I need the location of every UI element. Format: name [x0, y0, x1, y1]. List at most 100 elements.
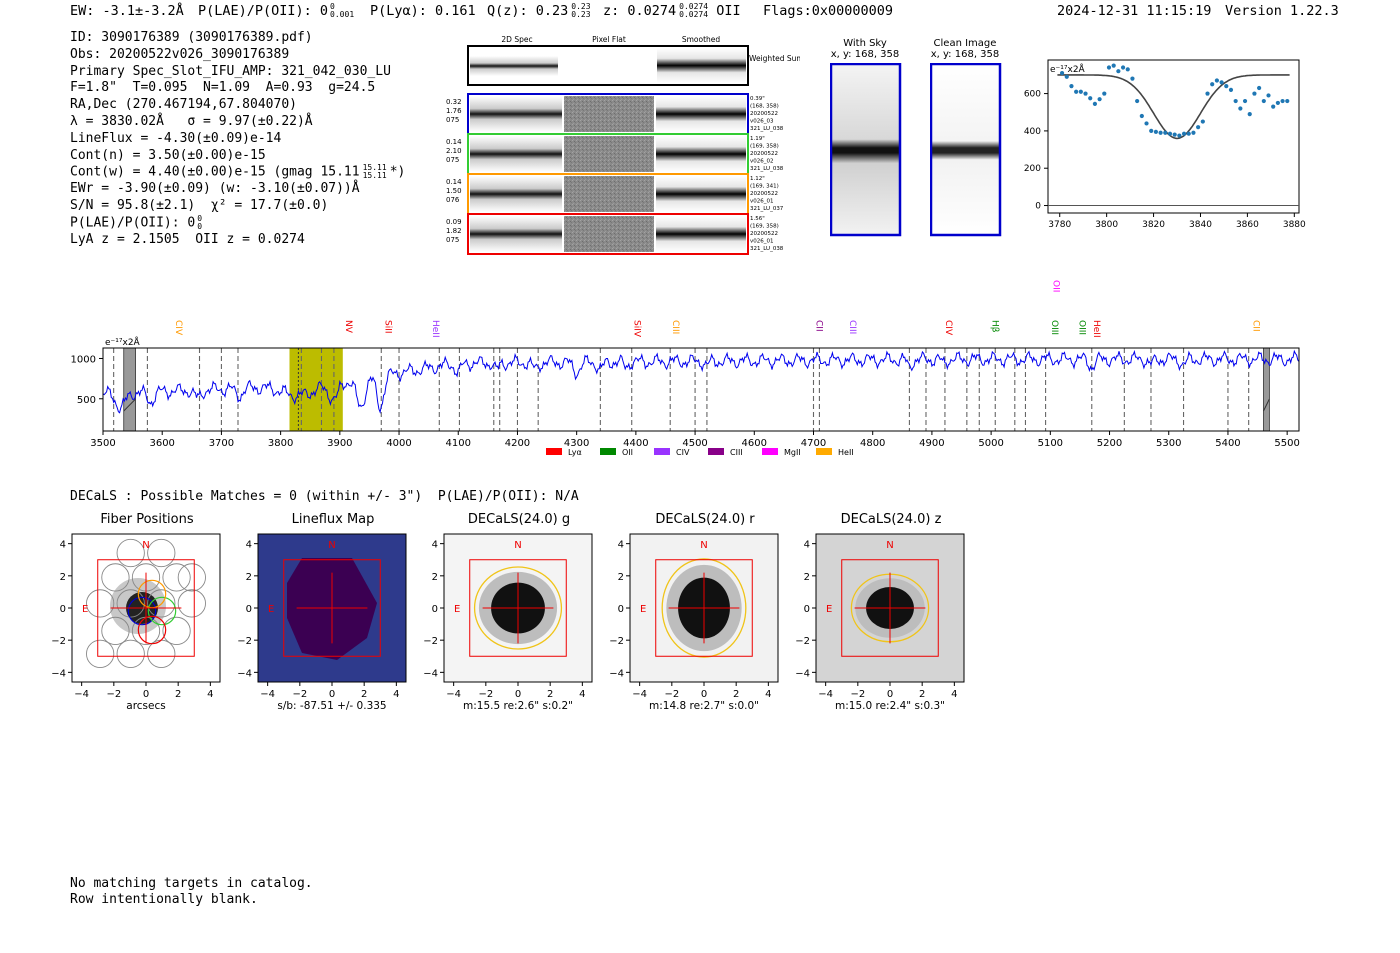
zoom-point-40	[1247, 112, 1252, 117]
header-plae: P(LAE)/P(OII): 0 0 0.001	[198, 3, 354, 20]
zoom-point-35	[1224, 84, 1229, 89]
cutout-meta-r1-0: 0.39"	[750, 96, 765, 102]
spectrum-xtick-label-0: 3500	[90, 438, 115, 449]
panel-xtick-label-2-4: 4	[579, 689, 585, 700]
spectrum-ytick-label-0: 500	[77, 395, 96, 406]
header-z-sup: 0.0274	[679, 2, 709, 11]
zoom-point-28	[1191, 130, 1196, 135]
spectrum-xtick-label-15: 5000	[978, 438, 1003, 449]
panel-north-4: N	[886, 540, 893, 551]
legend-label-2: CIV	[676, 448, 690, 457]
panel-xtick-label-2-0: −4	[446, 689, 461, 700]
header-plya: P(Lyα): 0.161	[370, 3, 476, 19]
cutout-weight-w1-0: 0.32	[446, 98, 462, 106]
spectrum-marker-10: OIII	[1049, 320, 1059, 335]
fiber-15	[177, 563, 206, 592]
panel-ytick-label-3-4: 4	[618, 540, 624, 551]
panel-ytick-label-2-2: 0	[432, 604, 438, 615]
info-plae-sub: 0	[197, 221, 203, 231]
spectrum-marker-2: SiII	[382, 320, 392, 334]
panel-east-3: E	[640, 604, 646, 615]
panel-ytick-label-4-4: 4	[804, 540, 810, 551]
legend-swatch-0	[546, 448, 562, 455]
panel-ytick-label-1-2: 0	[246, 604, 252, 615]
panel-caption-0: arcsecs	[126, 700, 165, 712]
spectrum-xtick-label-9: 4400	[623, 438, 648, 449]
cutout-panel-title-3: DECaLS(24.0) r	[655, 512, 755, 527]
fiber-10	[86, 639, 115, 668]
legend-swatch-1	[600, 448, 616, 455]
legend-swatch-4	[762, 448, 778, 455]
info-params: F=1.8" T=0.095 N=1.09 A=0.93 g=24.5	[70, 80, 376, 96]
panel-xtick-label-0-4: 4	[207, 689, 213, 700]
legend-label-4: MgII	[784, 448, 801, 457]
cutout-panel-plot-1: N E −4 −4 −2 −2 0 0 2 2 4 4 s/b: -87.51 +/- 0.335	[237, 533, 407, 712]
zoom-point-14	[1125, 67, 1130, 72]
zoom-xtick-label-4: 3860	[1236, 220, 1259, 230]
cutout-smooth-2	[656, 176, 746, 212]
cutout-flat-2	[564, 176, 654, 212]
panel-ytick-label-1-1: −2	[237, 636, 252, 647]
panel-ytick-label-1-4: 4	[246, 540, 252, 551]
clean-image-title: Clean Image x, y: 168, 358	[900, 38, 1030, 60]
panel-ytick-label-1-3: 2	[246, 572, 252, 583]
spectrum-marker-11: OII	[1050, 280, 1060, 292]
header-z-line: OII	[716, 3, 741, 19]
fiber-5	[147, 589, 176, 618]
zoom-xtick-label-5: 3880	[1283, 220, 1306, 230]
zoom-point-29	[1196, 125, 1201, 130]
panel-ytick-label-4-1: −2	[795, 636, 810, 647]
cutout-meta-r3-0: 20200522	[750, 111, 778, 117]
zoom-point-12	[1116, 69, 1121, 74]
panel-ytick-label-3-2: 0	[618, 604, 624, 615]
footer-line2: Row intentionally blank.	[70, 891, 258, 907]
spectrum-xtick-label-5: 4000	[386, 438, 411, 449]
header-datetime: 2024-12-31 11:15:19	[1057, 3, 1212, 19]
info-contw-sup: 15.11	[362, 163, 387, 173]
zoom-point-36	[1228, 87, 1234, 92]
cutout-panel-title-4: DECaLS(24.0) z	[840, 512, 942, 527]
zoom-point-6	[1088, 96, 1093, 101]
info-lambda: λ = 3830.02Å σ = 9.97(±0.22)Å	[70, 113, 313, 129]
cutout-meta-r2-3: (169, 358)	[750, 224, 779, 230]
cutout-meta-r1-3: 1.56"	[750, 216, 765, 222]
zoom-xtick-label-2: 3820	[1142, 220, 1165, 230]
zoom-xtick-label-1: 3800	[1095, 220, 1118, 230]
fiber-6	[177, 589, 206, 618]
cutout-panel-title-1: Lineflux Map	[291, 512, 375, 527]
cutout-weight-w2-0: 1.76	[446, 107, 462, 115]
header-qz-sup: 0.23	[571, 2, 591, 11]
zoom-point-42	[1257, 85, 1262, 91]
cutout-flat-1	[564, 136, 654, 172]
panel-east-0: E	[82, 604, 88, 615]
cutout-meta-r1-2: 1.12"	[750, 176, 765, 182]
panel-caption-2: m:15.5 re:2.6" s:0.2"	[463, 700, 573, 712]
cutout-smooth-3	[656, 216, 746, 252]
spectrum-xtick-label-16: 5100	[1038, 438, 1063, 449]
cutout-weight-w1-3: 0.09	[446, 218, 462, 226]
zoom-point-13	[1120, 65, 1126, 70]
zoom-fit-curve	[1057, 74, 1290, 140]
col-smoothed: Smoothed	[682, 35, 721, 44]
zoom-ytick-label-1: 200	[1024, 164, 1041, 174]
zoom-point-2	[1069, 84, 1074, 89]
panel-xtick-label-4-1: −2	[850, 689, 865, 700]
spectrum-marker-9: Hβ	[989, 320, 999, 333]
cutout-weight-w2-2: 1.50	[446, 187, 462, 195]
cutout-frame-3	[467, 213, 749, 255]
info-plae-sup: 0	[197, 213, 203, 223]
info-primary: Primary Spec_Slot_IFU_AMP: 321_042_030_L…	[70, 63, 391, 79]
panel-xtick-label-3-0: −4	[632, 689, 647, 700]
info-radec: RA,Dec (270.467194,67.804070)	[70, 97, 297, 113]
fiber-blue	[127, 596, 157, 626]
cutout-meta-r5-0: 321_LU_038	[750, 126, 784, 132]
zoom-point-15	[1130, 76, 1135, 81]
legend-label-1: OII	[622, 448, 633, 457]
spectrum-marker-13: HeII	[1091, 320, 1101, 338]
zoom-point-41	[1252, 91, 1257, 96]
header-plae-text: P(LAE)/P(OII): 0	[198, 3, 329, 19]
info-contn: Cont(n) = 3.50(±0.00)e-15	[70, 147, 266, 163]
col-2d-spec: 2D Spec	[501, 35, 532, 44]
zoom-point-38	[1238, 106, 1243, 111]
zoom-point-9	[1102, 91, 1107, 96]
